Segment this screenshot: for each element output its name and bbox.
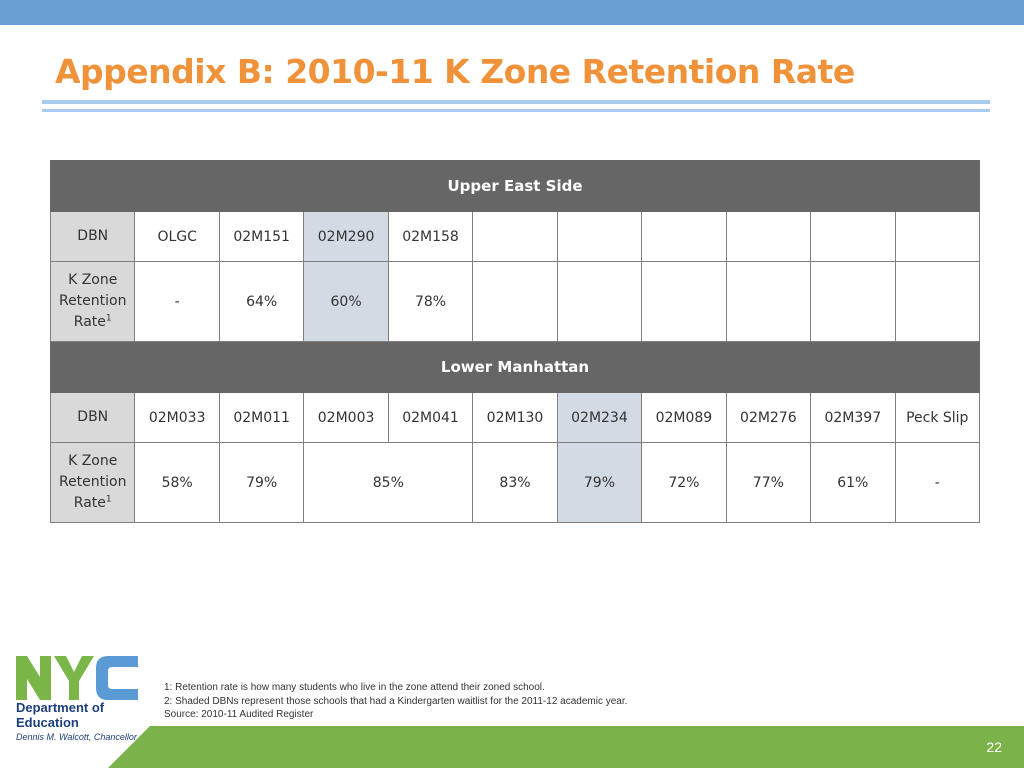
rate-cell: 79% xyxy=(218,442,305,523)
rate-cell: 83% xyxy=(472,442,558,523)
dbn-row-label: DBN xyxy=(49,392,136,443)
dbn-row: DBN 02M033 02M011 02M003 02M041 02M130 0… xyxy=(49,392,981,443)
dbn-cell: 02M151 xyxy=(218,211,305,262)
footnotes: 1: Retention rate is how many students w… xyxy=(164,681,627,722)
dbn-cell: Peck Slip xyxy=(894,392,981,443)
section-header-row: Upper East Side xyxy=(50,160,980,212)
rate-cell: 78% xyxy=(387,261,474,342)
footnote-marker: 1 xyxy=(105,313,112,324)
footnote-2: 2: Shaded DBNs represent those schools t… xyxy=(164,695,628,707)
dbn-cell: 02M089 xyxy=(641,392,727,443)
footnote-1: 1: Retention rate is how many students w… xyxy=(164,682,545,693)
dbn-row: DBN OLGC 02M151 02M290 02M158 xyxy=(49,211,981,262)
dbn-cell: 02M011 xyxy=(218,392,305,443)
rate-cell-empty xyxy=(472,261,558,342)
dbn-cell-empty xyxy=(472,211,558,262)
rate-cell-empty xyxy=(725,261,812,342)
rate-cell-shaded: 60% xyxy=(303,261,389,342)
rate-cell: 77% xyxy=(725,442,812,523)
dbn-cell: 02M003 xyxy=(303,392,389,443)
dbn-cell: 02M276 xyxy=(725,392,812,443)
footnote-marker: 1 xyxy=(105,494,112,505)
title-underline-top xyxy=(42,100,990,104)
dbn-cell: 02M041 xyxy=(387,392,474,443)
dbn-cell: 02M397 xyxy=(810,392,896,443)
dbn-cell-empty xyxy=(894,211,981,262)
dbn-cell: 02M158 xyxy=(387,211,474,262)
dbn-cell: 02M130 xyxy=(472,392,558,443)
dbn-cell: 02M033 xyxy=(134,392,220,443)
slide-title: Appendix B: 2010-11 K Zone Retention Rat… xyxy=(55,52,855,91)
dbn-cell-empty xyxy=(641,211,727,262)
dbn-cell-empty xyxy=(810,211,896,262)
logo-chancellor-text: Dennis M. Walcott, Chancellor xyxy=(16,732,137,742)
rate-cell-empty xyxy=(556,261,643,342)
section-header-upper-east-side: Upper East Side xyxy=(50,160,980,212)
dbn-row-label: DBN xyxy=(49,211,136,262)
dbn-cell-shaded: 02M234 xyxy=(556,392,643,443)
rate-cell-merged: 85% xyxy=(303,442,474,523)
top-accent-bar xyxy=(0,0,1024,25)
retention-rate-row-label: K Zone Retention Rate1 xyxy=(49,442,136,523)
rate-cell: 72% xyxy=(641,442,727,523)
rate-cell-shaded: 79% xyxy=(556,442,643,523)
nyc-logo-icon xyxy=(16,656,138,700)
dbn-cell: OLGC xyxy=(134,211,220,262)
source-note: Source: 2010-11 Audited Register xyxy=(164,709,314,720)
rate-cell-empty xyxy=(641,261,727,342)
logo-department-text: Department of Education xyxy=(16,700,105,730)
retention-rate-row-label: K Zone Retention Rate1 xyxy=(49,261,136,342)
retention-rate-row: K Zone Retention Rate1 - 64% 60% 78% xyxy=(49,261,981,342)
section-header-row: Lower Manhattan xyxy=(50,341,980,393)
rate-cell: - xyxy=(134,261,220,342)
rate-cell: - xyxy=(894,442,981,523)
rate-cell: 61% xyxy=(810,442,896,523)
dbn-cell-empty xyxy=(556,211,643,262)
rate-cell-empty xyxy=(894,261,981,342)
rate-cell: 64% xyxy=(218,261,305,342)
title-underline-bottom xyxy=(42,109,990,112)
rate-cell: 58% xyxy=(134,442,220,523)
retention-table: Upper East Side DBN OLGC 02M151 02M290 0… xyxy=(49,160,981,523)
section-header-lower-manhattan: Lower Manhattan xyxy=(50,341,980,393)
dbn-cell-empty xyxy=(725,211,812,262)
retention-rate-row: K Zone Retention Rate1 58% 79% 85% 83% 7… xyxy=(49,442,981,523)
rate-cell-empty xyxy=(810,261,896,342)
dbn-cell-shaded: 02M290 xyxy=(303,211,389,262)
page-number: 22 xyxy=(986,739,1002,755)
